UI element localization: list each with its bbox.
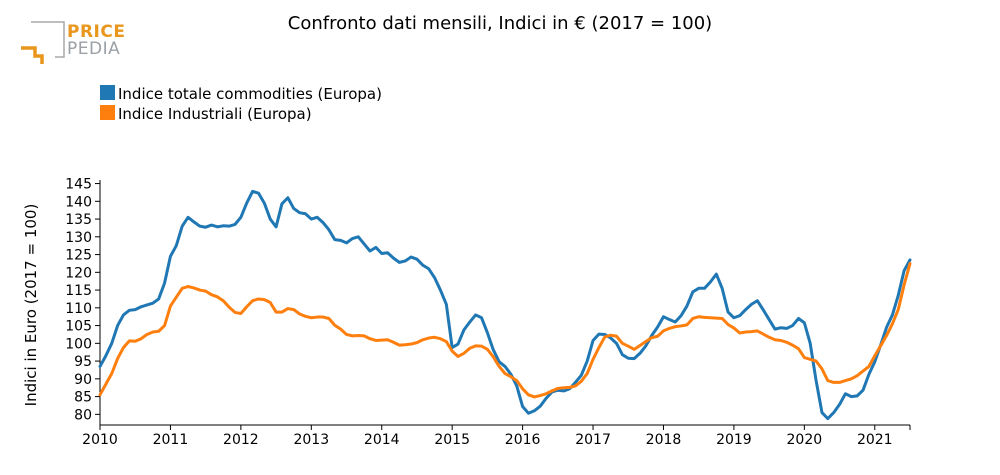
x-tick-label: 2015 <box>434 432 470 448</box>
y-tick-label: 90 <box>74 372 92 388</box>
x-tick-label: 2018 <box>646 432 682 448</box>
y-tick-label: 95 <box>74 354 92 370</box>
chart-title: Confronto dati mensili, Indici in € (201… <box>288 13 712 34</box>
y-tick-label: 145 <box>65 177 92 193</box>
x-tick-label: 2012 <box>223 432 259 448</box>
legend-label-industriali: Indice Industriali (Europa) <box>118 105 312 123</box>
y-tick-label: 110 <box>65 301 92 317</box>
y-tick-label: 130 <box>65 230 92 246</box>
x-tick-label: 2019 <box>716 432 752 448</box>
y-tick-label: 140 <box>65 194 92 210</box>
y-tick-label: 115 <box>65 283 92 299</box>
x-tick-label: 2021 <box>857 432 893 448</box>
x-tick-label: 2011 <box>153 432 189 448</box>
legend-label-total: Indice totale commodities (Europa) <box>118 85 382 103</box>
x-tick-label: 2013 <box>293 432 329 448</box>
logo-mark-icon <box>21 46 44 64</box>
legend-swatch-total <box>100 85 115 100</box>
pricepedia-logo: PRICE PEDIA <box>21 21 125 64</box>
series-line-industriali <box>98 261 912 399</box>
y-tick-label: 80 <box>74 407 92 423</box>
logo-text-price: PRICE <box>67 22 125 42</box>
y-tick-label: 120 <box>65 265 92 281</box>
legend: Indice totale commodities (Europa) Indic… <box>100 85 382 123</box>
y-tick-label: 135 <box>65 212 92 228</box>
y-tick-label: 105 <box>65 319 92 335</box>
series-line-total-commodities <box>98 189 912 421</box>
x-tick-label: 2010 <box>82 432 118 448</box>
x-tick-label: 2014 <box>364 432 400 448</box>
y-tick-label: 100 <box>65 336 92 352</box>
legend-swatch-industriali <box>100 105 115 120</box>
logo-frame-icon <box>31 21 65 58</box>
x-tick-label: 2016 <box>505 432 541 448</box>
y-axis-label: Indici in Euro (2017 = 100) <box>22 204 40 407</box>
logo-text-pedia: PEDIA <box>67 39 120 59</box>
y-tick-label: 85 <box>74 390 92 406</box>
y-tick-label: 125 <box>65 248 92 264</box>
x-tick-label: 2020 <box>787 432 823 448</box>
x-ticks: 2010 2011 2012 2013 2014 2015 2016 2017 2018 2019… <box>82 425 911 448</box>
series-group <box>98 189 912 421</box>
x-tick-label: 2017 <box>575 432 611 448</box>
